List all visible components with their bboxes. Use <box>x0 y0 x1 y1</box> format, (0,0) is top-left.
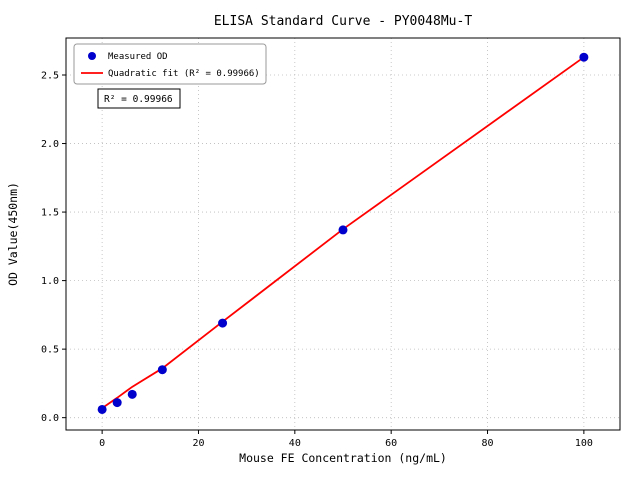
data-point <box>112 398 122 408</box>
plot-border <box>65 37 621 431</box>
y-tick-label: 0.5 <box>41 345 59 356</box>
x-tick-label: 80 <box>481 438 493 449</box>
data-point <box>218 318 228 328</box>
y-tick-label: 0.0 <box>41 413 59 424</box>
data-point <box>157 365 167 375</box>
axis-ticks: 0 20 40 60 80 100 0.0 0.5 1.0 1.5 2.0 2.5 <box>41 71 593 449</box>
y-tick-label: 2.0 <box>41 139 59 150</box>
data-series <box>97 52 589 414</box>
x-tick-label: 20 <box>192 438 204 449</box>
legend-box <box>73 43 267 85</box>
y-tick-label: 2.5 <box>41 71 59 82</box>
x-tick-label: 60 <box>385 438 397 449</box>
data-point <box>338 225 348 235</box>
y-tick-label: 1.0 <box>41 276 59 287</box>
legend-label-measured-od: Measured OD <box>108 52 168 62</box>
data-point <box>579 52 589 62</box>
chart-title: ELISA Standard Curve - PY0048Mu-T <box>214 14 472 29</box>
legend: Measured OD Quadratic fit (R² = 0.99966) <box>73 43 267 85</box>
x-tick-label: 0 <box>99 438 105 449</box>
y-tick-label: 1.5 <box>41 208 59 219</box>
annotation-text: R² = 0.99966 <box>104 94 173 105</box>
y-axis-label: OD Value(450nm) <box>6 182 20 286</box>
legend-marker-measured-od-icon <box>88 52 96 60</box>
legend-label-quadratic-fit: Quadratic fit (R² = 0.99966) <box>108 69 260 79</box>
x-tick-label: 40 <box>289 438 301 449</box>
annotation-box <box>97 88 181 109</box>
r-squared-annotation: R² = 0.99966 <box>97 88 181 109</box>
data-point <box>127 389 137 399</box>
data-point <box>97 404 107 414</box>
x-axis-label: Mouse FE Concentration (ng/mL) <box>239 451 447 465</box>
x-tick-label: 100 <box>575 438 593 449</box>
